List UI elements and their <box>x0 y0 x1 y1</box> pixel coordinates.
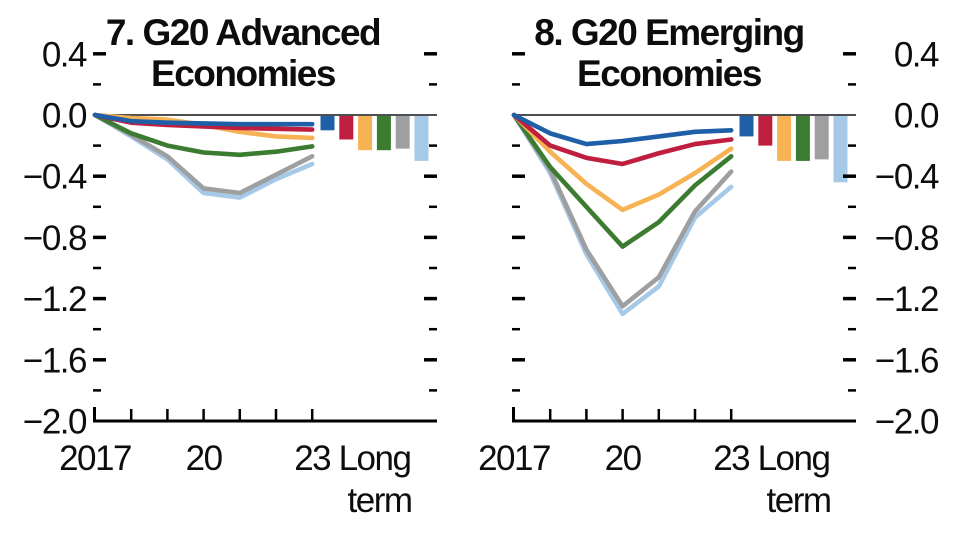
long-term-bar-gray <box>814 115 829 160</box>
long-term-bar-red <box>339 115 354 140</box>
y-axis-label-left: −1.6 <box>23 341 86 380</box>
x-tick-label-20: 20 <box>186 439 223 478</box>
long-term-bar-light-blue <box>833 115 848 183</box>
long-term-label-line1: Long <box>758 439 830 478</box>
long-term-bar-yellow <box>777 115 792 161</box>
series-line-green <box>511 112 734 249</box>
x-tick-label-2017: 2017 <box>478 439 550 478</box>
panel-title-emerging-line2: Economies <box>577 53 762 94</box>
long-term-bar-light-blue <box>414 115 429 161</box>
y-axis-label-right: −0.4 <box>875 158 939 197</box>
series-line-red <box>511 112 734 167</box>
y-axis-label-right: 0.0 <box>894 97 939 136</box>
series-line-green <box>92 112 315 158</box>
x-tick-label-23: 23 <box>713 439 749 478</box>
series-line-yellow <box>511 112 734 213</box>
panel-title-advanced-line2: Economies <box>151 53 336 94</box>
panel-title-advanced-line1: 7. G20 Advanced <box>105 12 382 53</box>
long-term-label-line2: term <box>767 481 831 520</box>
y-axis-label-left: −0.8 <box>23 219 86 258</box>
panel-title-emerging: 8. G20 Emerging Economies <box>513 12 825 94</box>
y-axis-label-left: 0.4 <box>42 35 87 74</box>
long-term-label-line2: term <box>348 481 412 520</box>
y-axis-label-left: −1.2 <box>23 280 86 319</box>
long-term-bar-green <box>795 115 810 161</box>
long-term-bar-green <box>376 115 391 151</box>
long-term-bar-dark-blue <box>739 115 754 137</box>
long-term-bar-yellow <box>358 115 373 151</box>
x-tick-label-23: 23 <box>294 439 330 478</box>
y-axis-label-right: −1.2 <box>875 280 938 319</box>
long-term-label-line1: Long <box>339 439 411 478</box>
y-axis-label-right: −0.8 <box>875 219 938 258</box>
y-axis-label-right: −1.6 <box>875 341 938 380</box>
long-term-bar-red <box>758 115 773 146</box>
long-term-bar-gray <box>395 115 410 149</box>
y-axis-label-right: −2.0 <box>875 403 939 442</box>
x-tick-label-20: 20 <box>605 439 642 478</box>
panel-title-advanced: 7. G20 Advanced Economies <box>87 12 399 94</box>
x-tick-label-2017: 2017 <box>59 439 131 478</box>
series-line-dark-blue <box>92 112 315 127</box>
y-axis-label-left: 0.0 <box>42 97 87 136</box>
long-term-bar-dark-blue <box>320 115 335 131</box>
series-line-dark-blue <box>511 112 734 147</box>
y-axis-label-right: 0.4 <box>894 35 939 74</box>
y-axis-label-left: −0.4 <box>23 158 87 197</box>
y-axis-label-left: −2.0 <box>23 403 87 442</box>
panel-title-emerging-line1: 8. G20 Emerging <box>534 12 805 53</box>
